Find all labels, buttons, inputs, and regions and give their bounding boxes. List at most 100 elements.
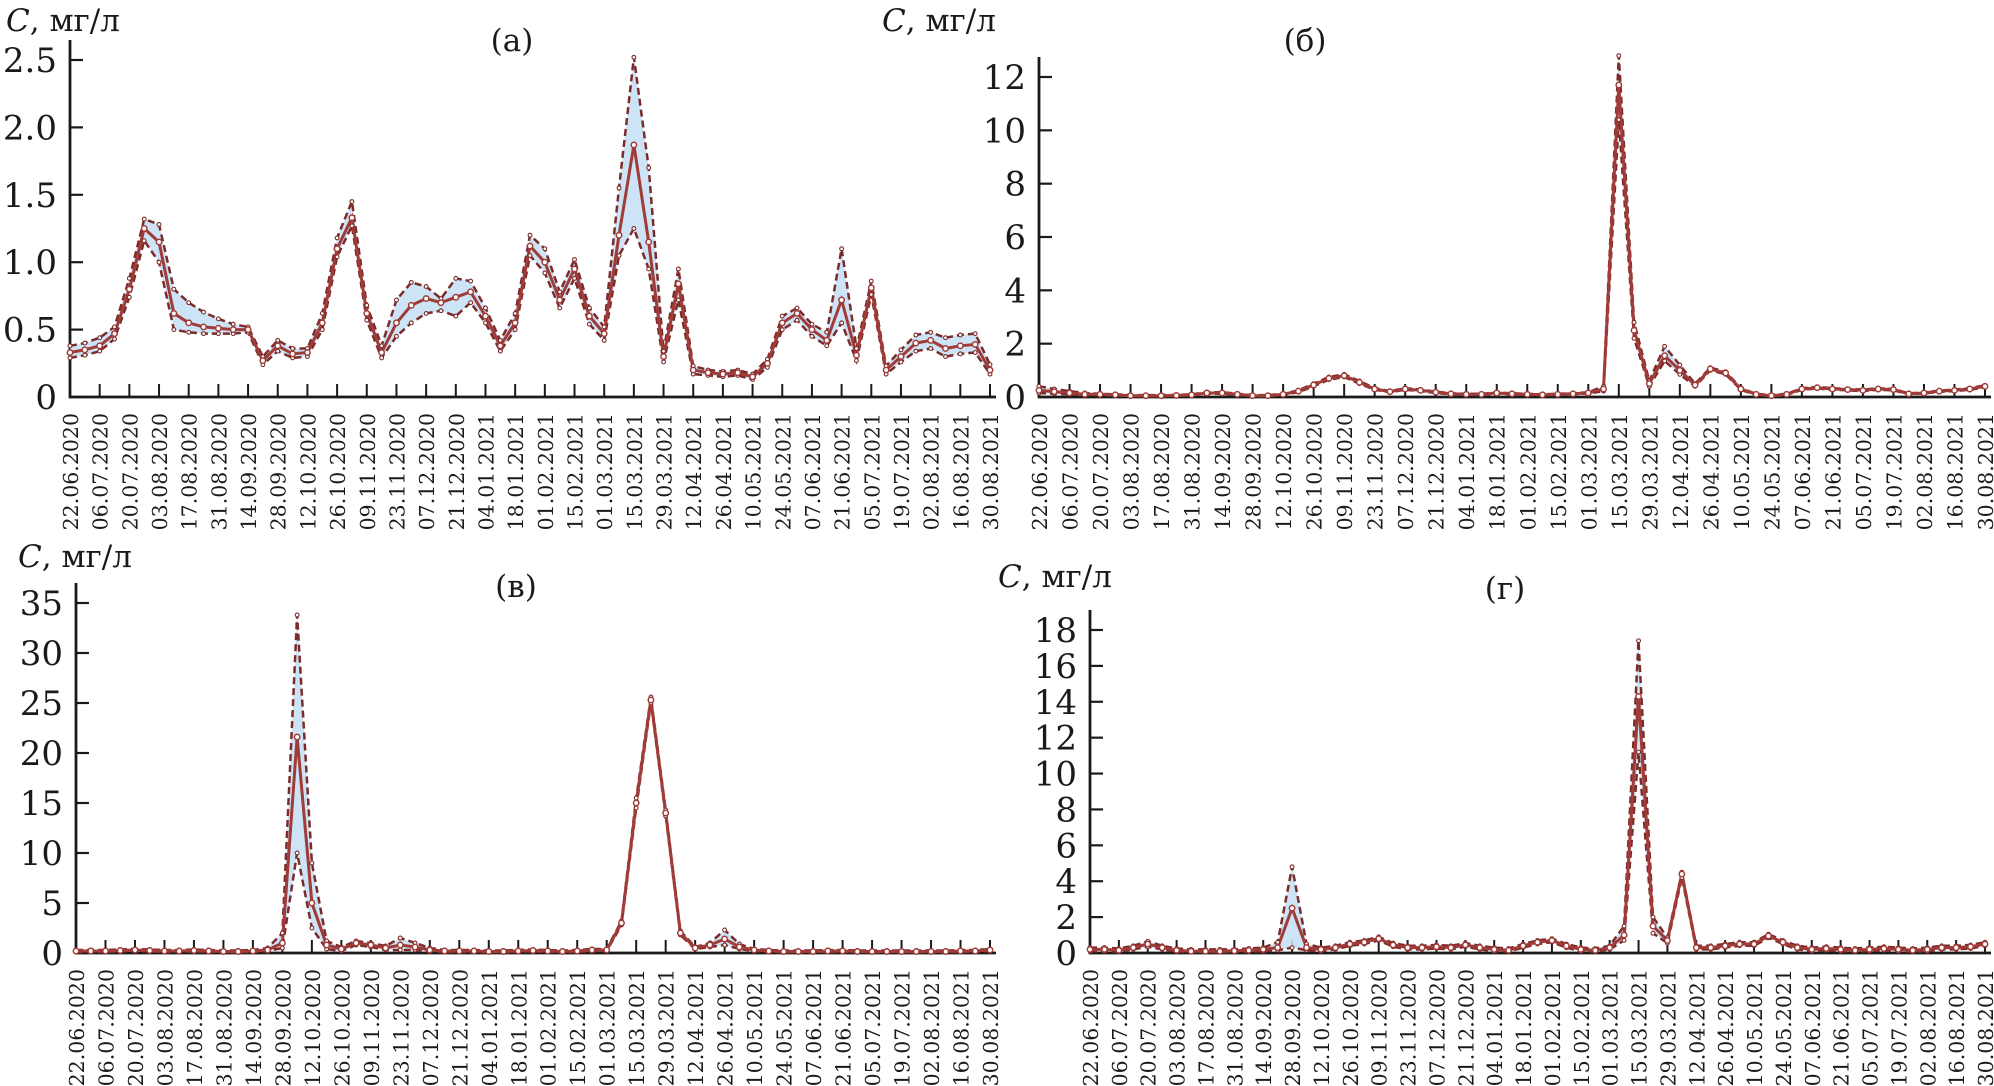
x-tick-label: 15.03.2021 bbox=[623, 413, 647, 530]
x-tick-label: 05.07.2021 bbox=[861, 969, 885, 1086]
data-marker bbox=[318, 319, 326, 327]
data-marker bbox=[1880, 945, 1888, 952]
upper-marker bbox=[309, 860, 315, 866]
data-marker bbox=[1100, 945, 1108, 953]
data-marker bbox=[1188, 391, 1196, 399]
data-marker bbox=[556, 296, 564, 304]
data-marker bbox=[526, 242, 534, 250]
x-tick-label: 21.06.2021 bbox=[831, 413, 855, 530]
upper-marker bbox=[824, 329, 830, 335]
x-tick-label: 17.08.2020 bbox=[1150, 413, 1174, 530]
x-tick-label: 18.01.2021 bbox=[1486, 413, 1510, 530]
data-marker bbox=[1737, 385, 1745, 393]
lower-marker bbox=[408, 320, 414, 326]
upper-marker bbox=[67, 343, 73, 349]
upper-marker bbox=[586, 305, 592, 311]
data-marker bbox=[971, 947, 979, 955]
data-marker bbox=[185, 319, 193, 327]
data-marker bbox=[942, 948, 950, 955]
data-marker bbox=[1216, 947, 1224, 955]
y-tick-label: 8 bbox=[1055, 790, 1077, 830]
data-marker bbox=[396, 941, 404, 949]
data-marker bbox=[897, 353, 905, 361]
data-marker bbox=[496, 342, 504, 350]
lower-marker bbox=[156, 259, 162, 265]
data-marker bbox=[1490, 945, 1498, 953]
data-marker bbox=[422, 295, 430, 303]
data-marker bbox=[721, 935, 729, 943]
data-marker bbox=[470, 947, 478, 955]
x-tick-label: 01.02.2021 bbox=[537, 969, 561, 1086]
data-marker bbox=[96, 342, 104, 350]
data-marker bbox=[1736, 940, 1744, 948]
x-tick-label: 19.07.2021 bbox=[1882, 413, 1906, 530]
y-tick-label: 0 bbox=[35, 378, 57, 418]
chart-panel-b: 0 2 4 6 8 10 12 22.06.2020 06.07.2020 20.07.2020 0… bbox=[983, 53, 1994, 530]
data-marker bbox=[1620, 931, 1628, 939]
data-marker bbox=[824, 947, 832, 955]
x-tick-label: 03.08.2020 bbox=[148, 413, 172, 530]
data-marker bbox=[1081, 390, 1089, 398]
data-marker bbox=[1635, 692, 1642, 700]
lower-marker bbox=[586, 321, 592, 327]
data-marker bbox=[1577, 945, 1585, 953]
data-marker bbox=[1158, 944, 1166, 952]
data-marker bbox=[378, 349, 386, 356]
x-tick-label: 21.12.2020 bbox=[448, 969, 472, 1086]
x-tick-label: 26.10.2020 bbox=[330, 969, 354, 1086]
x-tick-label: 09.11.2020 bbox=[1333, 413, 1357, 530]
panel-title-a: (а) bbox=[490, 23, 534, 59]
x-tick-label: 22.06.2020 bbox=[1028, 413, 1052, 530]
x-tick-label: 30.08.2021 bbox=[1974, 413, 1994, 530]
data-marker bbox=[778, 319, 786, 327]
x-tick-label: 06.07.2020 bbox=[94, 969, 118, 1086]
lower-marker bbox=[972, 350, 978, 355]
data-marker bbox=[1783, 390, 1791, 398]
data-marker bbox=[72, 947, 80, 955]
data-marker bbox=[1523, 390, 1531, 398]
panel-title-v: (в) bbox=[495, 569, 537, 605]
upper-marker bbox=[972, 331, 978, 337]
data-marker bbox=[645, 238, 653, 246]
data-marker bbox=[1808, 945, 1816, 953]
confidence-band-g bbox=[1090, 640, 1985, 953]
upper-marker bbox=[1636, 638, 1641, 644]
upper-marker bbox=[112, 324, 117, 330]
upper-marker bbox=[215, 316, 221, 322]
lower-marker bbox=[839, 320, 845, 326]
data-marker bbox=[1851, 946, 1859, 954]
upper-marker bbox=[230, 321, 236, 327]
upper-marker bbox=[839, 246, 845, 252]
data-marker bbox=[1890, 386, 1897, 393]
data-marker bbox=[585, 312, 593, 320]
lower-marker bbox=[957, 351, 963, 357]
y-tick-label: 4 bbox=[1004, 271, 1026, 311]
data-marker bbox=[1279, 390, 1287, 398]
x-tick-label: 07.12.2020 bbox=[415, 413, 439, 530]
data-marker bbox=[838, 296, 846, 304]
lower-marker bbox=[497, 348, 503, 354]
x-tick-label: 07.12.2020 bbox=[419, 969, 443, 1086]
y-tick-label: 2 bbox=[1004, 325, 1026, 365]
upper-marker bbox=[1289, 864, 1295, 870]
data-marker bbox=[1767, 392, 1775, 400]
y-axis-unit: , мг/л bbox=[29, 3, 120, 39]
x-tick-label: 07.06.2021 bbox=[802, 969, 826, 1086]
data-marker bbox=[1752, 390, 1760, 398]
x-tick-label: 04.01.2021 bbox=[1483, 969, 1507, 1086]
upper-marker bbox=[186, 300, 192, 306]
data-marker bbox=[1505, 946, 1513, 954]
upper-bound-line-g bbox=[1090, 640, 1986, 951]
lower-marker bbox=[186, 329, 192, 335]
data-marker bbox=[927, 336, 935, 344]
data-markers-v bbox=[72, 612, 994, 955]
axes-g bbox=[1088, 610, 1991, 955]
data-marker bbox=[912, 339, 920, 347]
x-tick-label: 03.08.2020 bbox=[1120, 413, 1144, 530]
y-tick-label: 0.5 bbox=[3, 311, 57, 351]
data-marker bbox=[927, 948, 935, 955]
x-tick-label: 18.01.2021 bbox=[504, 413, 528, 530]
x-tick-label: 23.11.2020 bbox=[389, 969, 413, 1086]
data-marker bbox=[1905, 390, 1913, 398]
data-marker bbox=[1981, 940, 1989, 948]
